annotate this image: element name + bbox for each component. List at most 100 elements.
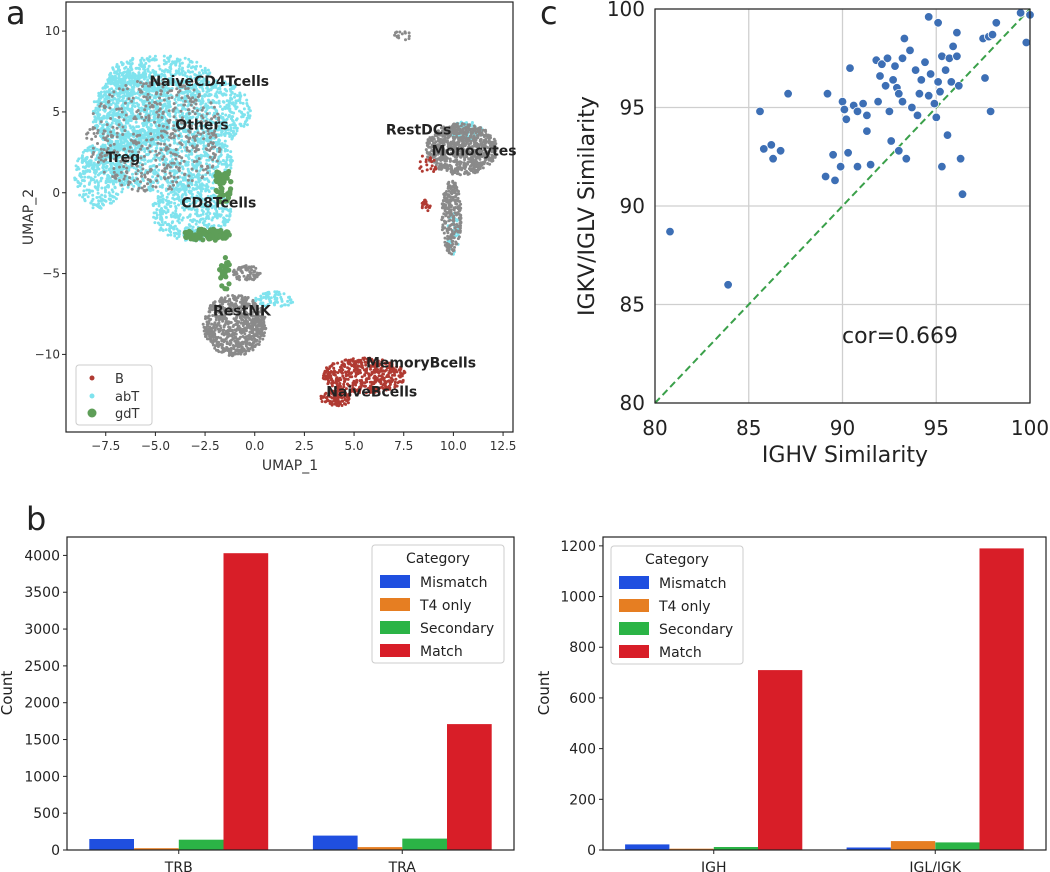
umap-points: [73, 30, 499, 408]
umap-point: [160, 122, 164, 126]
umap-point: [108, 72, 112, 76]
umap-point: [230, 158, 234, 162]
umap-point: [156, 133, 160, 137]
umap-point: [148, 188, 151, 192]
umap-point: [189, 66, 193, 70]
umap-point: [112, 108, 116, 112]
umap-point: [208, 308, 212, 312]
umap-point: [187, 116, 191, 120]
umap-point: [91, 144, 95, 148]
umap-point: [116, 142, 120, 146]
umap-point: [229, 150, 233, 154]
umap-point: [261, 337, 265, 341]
umap-point: [213, 346, 217, 350]
umap-point: [193, 65, 197, 69]
umap-point: [112, 167, 116, 170]
umap-point: [245, 102, 249, 105]
umap-point: [206, 194, 210, 198]
umap-point: [112, 90, 116, 94]
umap-point: [235, 296, 239, 300]
umap-point: [142, 133, 146, 137]
umap-point: [199, 102, 203, 106]
umap-point: [154, 211, 158, 215]
umap-point: [224, 160, 228, 164]
umap-point: [114, 176, 118, 180]
umap-point: [248, 341, 251, 345]
umap-point: [211, 343, 215, 347]
umap-point: [213, 204, 216, 208]
umap-point: [136, 179, 140, 183]
umap-point: [158, 185, 162, 189]
umap-point: [96, 185, 100, 189]
umap-point: [148, 129, 152, 132]
umap-point: [170, 158, 174, 161]
umap-point: [260, 333, 264, 337]
umap-point: [183, 172, 187, 176]
umap-point: [86, 175, 90, 179]
umap-point: [159, 217, 162, 221]
umap-point: [124, 113, 128, 117]
umap-point: [164, 157, 168, 161]
umap-point: [187, 112, 191, 115]
umap-point: [158, 223, 162, 227]
umap-point: [122, 118, 126, 122]
umap-point: [95, 126, 99, 130]
umap-point: [112, 128, 116, 132]
umap-point: [132, 157, 136, 160]
umap-point: [201, 212, 205, 216]
umap-point: [141, 100, 145, 104]
umap-point: [127, 76, 131, 80]
umap-point: [162, 98, 166, 102]
umap-point: [173, 192, 177, 196]
umap-point: [184, 130, 188, 134]
umap-point: [120, 190, 124, 194]
umap-point: [171, 169, 175, 173]
umap-point: [194, 222, 198, 226]
umap-point: [225, 122, 228, 126]
umap-point: [115, 131, 119, 135]
umap-point: [224, 93, 228, 97]
umap-point: [138, 63, 142, 67]
umap-point: [171, 152, 175, 156]
umap-point: [125, 90, 129, 94]
umap-point: [156, 174, 160, 178]
umap-point: [182, 200, 186, 204]
umap-point: [206, 94, 210, 98]
umap-point: [115, 173, 118, 177]
umap-point: [124, 117, 128, 120]
umap-point: [117, 115, 121, 119]
umap-point: [177, 67, 181, 71]
umap-point: [112, 142, 116, 146]
umap-point: [155, 216, 159, 220]
umap-point: [81, 165, 85, 169]
umap-point: [186, 108, 190, 112]
umap-point: [156, 115, 160, 119]
umap-point: [220, 338, 224, 342]
umap-point: [101, 164, 105, 168]
umap-point: [137, 141, 141, 145]
umap-point: [95, 179, 99, 183]
umap-point: [117, 176, 121, 180]
umap-point: [183, 176, 187, 180]
umap-point: [229, 117, 233, 120]
umap-chart: NaiveCD4TcellsOthersTregCD8TcellsRestDCs…: [21, 1, 517, 474]
umap-point: [181, 206, 185, 210]
umap-point: [167, 113, 171, 117]
umap-point: [167, 96, 171, 100]
umap-point: [186, 103, 190, 107]
umap-point: [227, 218, 231, 222]
umap-point: [204, 147, 208, 151]
umap-point: [174, 231, 178, 235]
umap-point: [195, 136, 199, 140]
umap-point: [91, 152, 95, 156]
umap-point: [248, 275, 252, 279]
umap-point: [153, 134, 157, 138]
umap-point: [163, 205, 167, 209]
umap-point: [180, 184, 184, 188]
umap-point: [102, 203, 105, 207]
umap-point: [139, 180, 142, 184]
umap-point: [148, 144, 152, 148]
umap-point: [221, 209, 225, 213]
umap-point: [124, 84, 128, 87]
umap-point: [109, 162, 113, 166]
